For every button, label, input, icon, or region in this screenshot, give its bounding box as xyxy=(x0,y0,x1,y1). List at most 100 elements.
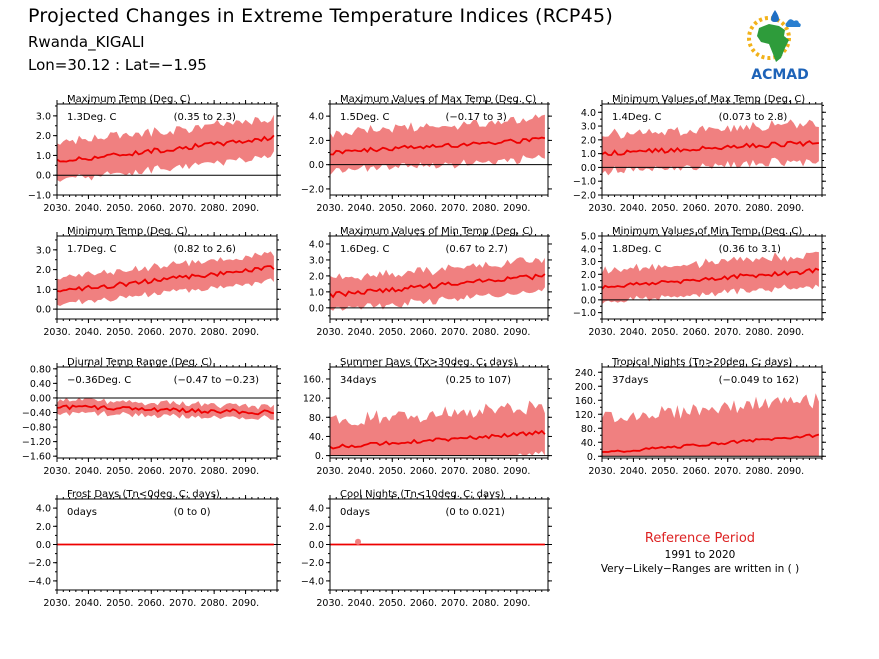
x-tick-label: 2050. xyxy=(106,327,133,338)
chart-title: Minimum Temp (Deg. C) xyxy=(67,226,188,237)
ensemble-mean-line xyxy=(601,140,819,157)
x-tick-label: 2090. xyxy=(232,466,259,477)
y-tick-label: 80. xyxy=(309,413,324,424)
ensemble-mean-line xyxy=(56,265,275,293)
water-drop-icon xyxy=(771,10,779,22)
y-tick-label: 40. xyxy=(581,438,596,449)
x-tick-label: 2080. xyxy=(472,203,499,214)
x-tick-label: 2060. xyxy=(138,598,165,609)
x-tick-label: 2070. xyxy=(714,466,741,477)
y-tick-label: 2.0 xyxy=(36,131,51,142)
y-tick-label: 2.0 xyxy=(309,136,324,147)
x-tick-label: 2030. xyxy=(588,466,615,477)
y-tick-label: 2.0 xyxy=(309,522,324,533)
x-tick-label: 2080. xyxy=(472,327,499,338)
y-tick-label: 0.00 xyxy=(30,393,51,404)
plot-frame xyxy=(601,366,823,459)
x-tick-label: 2060. xyxy=(410,598,437,609)
x-tick-label: 2040. xyxy=(75,327,102,338)
y-tick-label: 3.0 xyxy=(581,257,596,268)
location-label: Rwanda_KIGALI xyxy=(28,33,145,51)
y-tick-label: 0.0 xyxy=(309,303,324,314)
chart-panel-1: −1.0 0.0 1.0 2.0 3.0 2030. 2040. 2050. 2060. 2070… xyxy=(28,94,281,214)
y-tick-label: −1.60 xyxy=(22,452,51,463)
x-tick-label: 2080. xyxy=(746,466,773,477)
y-tick-label: 3.0 xyxy=(36,245,51,256)
plot-frame xyxy=(601,103,823,196)
x-tick-label: 2070. xyxy=(169,327,196,338)
x-tick-label: 2040. xyxy=(620,203,647,214)
y-tick-label: −1.0 xyxy=(573,308,596,319)
x-tick-label: 2070. xyxy=(441,598,468,609)
x-tick-label: 2030. xyxy=(43,327,70,338)
y-tick-label: −2.0 xyxy=(301,558,324,569)
ensemble-mean-line xyxy=(601,433,820,453)
y-tick-label: 1.0 xyxy=(36,285,51,296)
chart-range: (−0.17 to 3) xyxy=(446,112,507,123)
x-tick-label: 2080. xyxy=(201,466,228,477)
plot-frame xyxy=(601,235,823,320)
x-tick-label: 2030. xyxy=(43,203,70,214)
y-tick-label: 200. xyxy=(575,382,596,393)
y-tick-label: 0.0 xyxy=(36,540,51,551)
x-tick-label: 2050. xyxy=(379,598,406,609)
chart-panel-3: −2.0 −1.0 0.0 1.0 2.0 3.0 4.0 2030. 2040. 2050. 20… xyxy=(573,94,826,214)
plot-frame xyxy=(56,103,278,196)
chart-annotation: −0.36Deg. C xyxy=(67,375,131,386)
y-tick-label: −1.0 xyxy=(28,191,51,202)
x-tick-label: 2070. xyxy=(169,203,196,214)
chart-title: Diurnal Temp Range (Deg. C) xyxy=(67,357,212,368)
cloud-icon xyxy=(785,19,801,27)
x-tick-label: 2090. xyxy=(232,327,259,338)
y-tick-label: 0.0 xyxy=(581,163,596,174)
ensemble-mean-line xyxy=(329,136,546,156)
y-tick-label: 2.0 xyxy=(581,270,596,281)
y-tick-label: −4.0 xyxy=(28,576,51,587)
x-tick-label: 2070. xyxy=(441,466,468,477)
x-tick-label: 2090. xyxy=(232,203,259,214)
x-tick-label: 2050. xyxy=(379,466,406,477)
x-tick-label: 2090. xyxy=(503,327,530,338)
x-tick-label: 2040. xyxy=(75,598,102,609)
x-tick-label: 2030. xyxy=(316,203,343,214)
x-tick-label: 2090. xyxy=(232,598,259,609)
chart-panel-6: −1.0 0.01.0 2.0 3.0 4.05.0 2030. 2040. 2050. 206… xyxy=(573,226,826,338)
chart-annotation: 0days xyxy=(67,507,97,518)
chart-annotation: 1.3Deg. C xyxy=(67,112,116,123)
x-tick-label: 2070. xyxy=(441,327,468,338)
page-title: Projected Changes in Extreme Temperature… xyxy=(28,5,614,27)
chart-range: (0.36 to 3.1) xyxy=(719,244,781,255)
x-tick-label: 2030. xyxy=(316,327,343,338)
x-tick-label: 2030. xyxy=(43,598,70,609)
x-tick-label: 2090. xyxy=(503,466,530,477)
y-tick-label: −2.0 xyxy=(28,558,51,569)
chart-range: (0.25 to 107) xyxy=(446,375,512,386)
chart-title: Tropical Nights (Tn>20deg. C; days) xyxy=(611,357,792,368)
chart-range: (0.67 to 2.7) xyxy=(446,244,508,255)
x-tick-label: 2040. xyxy=(75,466,102,477)
y-tick-label: 3.0 xyxy=(36,111,51,122)
chart-title: Frost Days (Tn<0deg. C; days) xyxy=(67,489,220,500)
y-tick-label: 0.80 xyxy=(30,364,51,375)
y-tick-label: 5.0 xyxy=(581,232,596,243)
x-tick-label: 2050. xyxy=(651,327,678,338)
y-tick-label: 4.0 xyxy=(36,504,51,515)
y-tick-label: 3.0 xyxy=(309,255,324,266)
x-tick-label: 2090. xyxy=(777,327,804,338)
plot-frame xyxy=(56,235,278,320)
chart-title: Maximum Values of Max Temp (Deg. C) xyxy=(340,94,536,105)
x-tick-label: 2080. xyxy=(746,327,773,338)
chart-annotation: 1.6Deg. C xyxy=(340,244,389,255)
x-tick-label: 2040. xyxy=(348,466,375,477)
x-tick-label: 2040. xyxy=(348,598,375,609)
ensemble-mean-line xyxy=(601,267,820,290)
x-tick-label: 2060. xyxy=(410,203,437,214)
y-tick-label: 4.0 xyxy=(309,239,324,250)
y-tick-label: 40. xyxy=(309,432,324,443)
chart-title: Minimum Values of Min Temp (Deg. C) xyxy=(612,226,802,237)
y-tick-label: 4.0 xyxy=(309,112,324,123)
chart-panel-9: 0. 40. 80. 120. 160. 200. 240. 2030. 2040. 2050. 2… xyxy=(575,357,826,477)
x-tick-label: 2030. xyxy=(43,466,70,477)
x-tick-label: 2050. xyxy=(106,203,133,214)
